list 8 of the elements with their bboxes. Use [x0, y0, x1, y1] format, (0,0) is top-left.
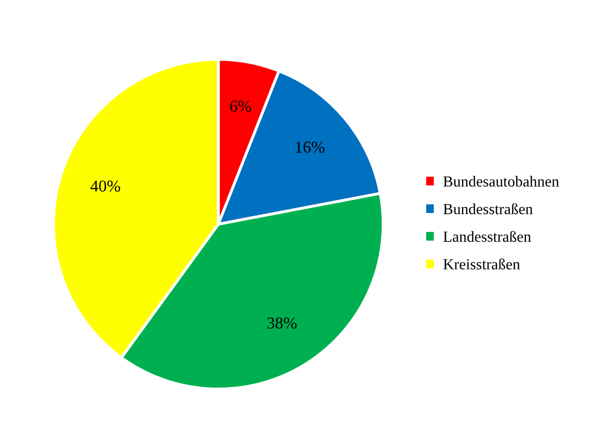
legend-label: Bundesstraßen: [443, 203, 533, 214]
legend-label: Bundesautobahnen: [443, 176, 559, 187]
legend-label: Landesstraßen: [443, 230, 531, 242]
data-label: 6%: [230, 100, 252, 112]
data-label: 40%: [90, 180, 120, 192]
data-label: 38%: [267, 317, 297, 329]
legend-label: Kreisstraßen: [443, 258, 520, 270]
data-label: 16%: [296, 141, 324, 153]
